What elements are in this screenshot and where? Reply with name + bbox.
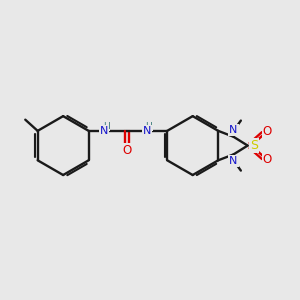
Text: O: O <box>263 153 272 166</box>
Text: N: N <box>229 156 238 166</box>
Text: H: H <box>103 122 110 130</box>
Text: H: H <box>145 122 152 130</box>
Text: O: O <box>122 144 131 157</box>
Text: S: S <box>250 139 258 152</box>
Text: N: N <box>229 125 238 135</box>
Text: O: O <box>263 125 272 138</box>
Text: N: N <box>100 126 108 136</box>
Text: N: N <box>142 126 151 136</box>
